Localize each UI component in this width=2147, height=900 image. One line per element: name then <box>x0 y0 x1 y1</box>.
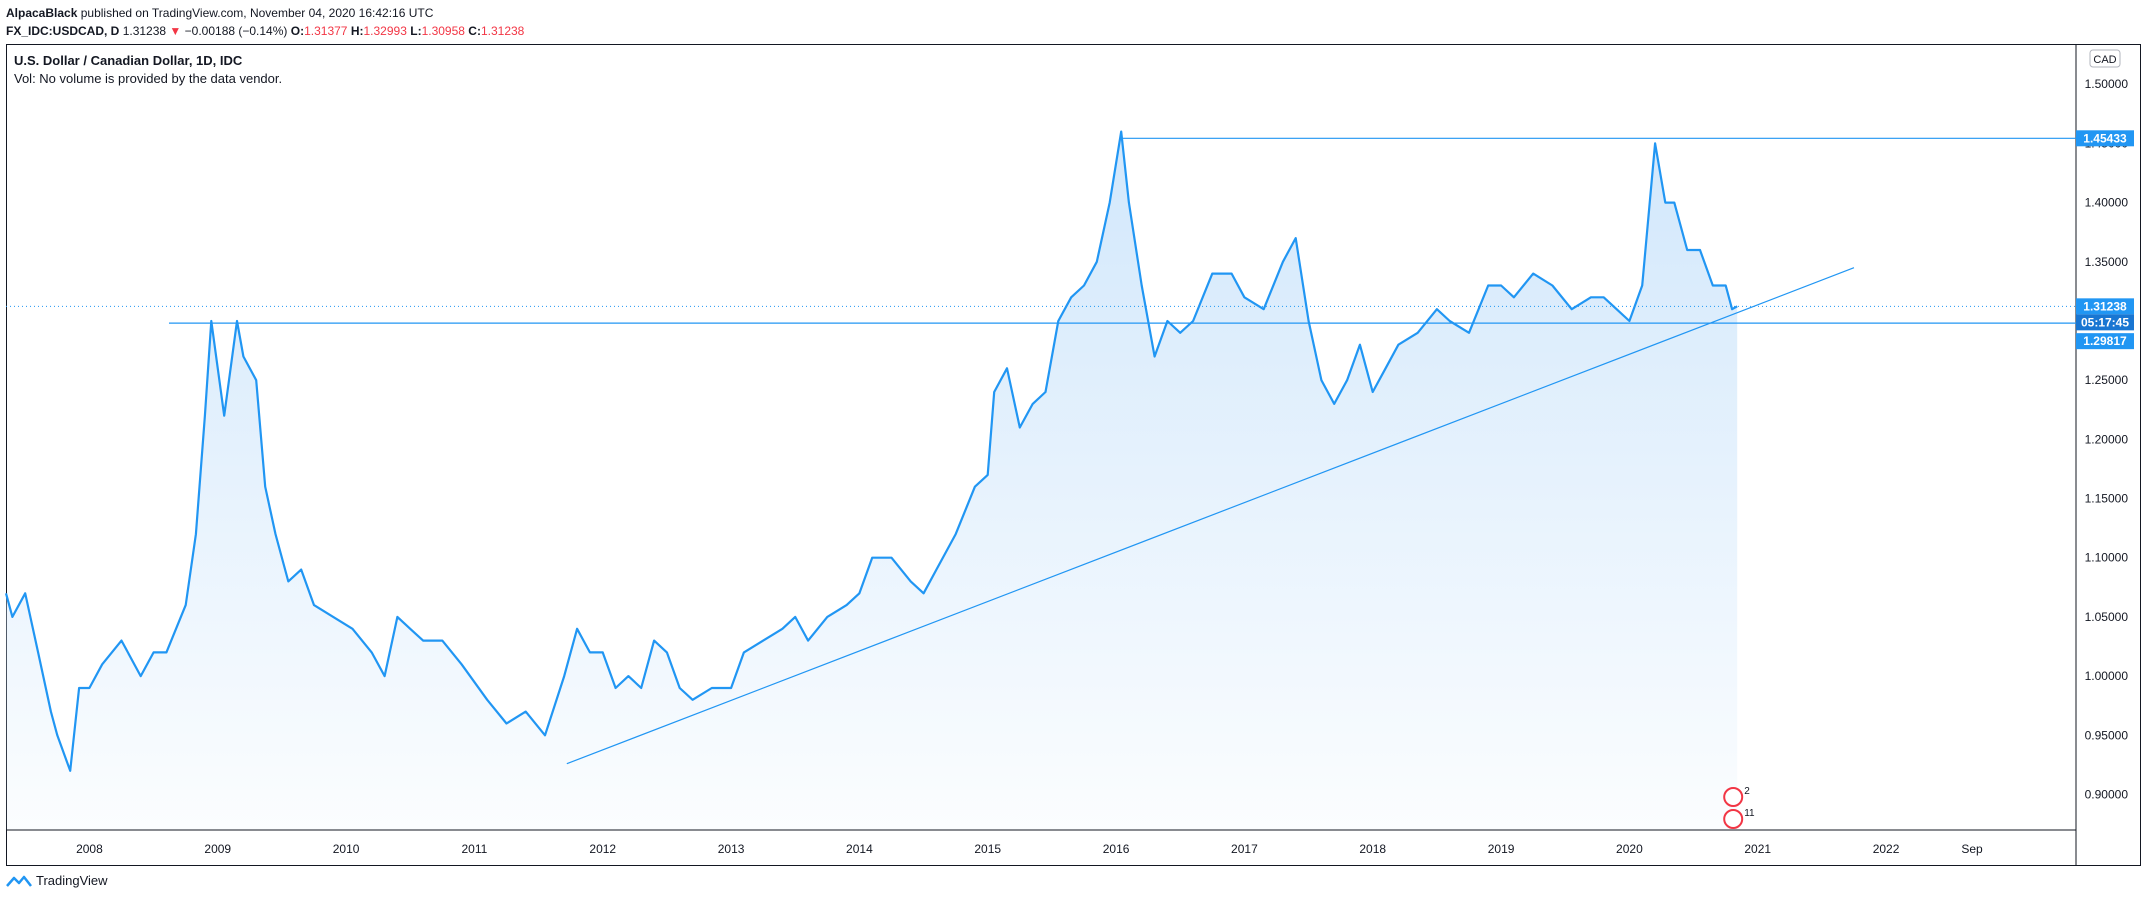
support-price-label-box[interactable] <box>2076 333 2134 350</box>
economic-event-icon[interactable] <box>1723 809 1744 829</box>
high-value: 1.32993 <box>363 24 407 38</box>
publish-header: AlpacaBlack published on TradingView.com… <box>6 4 433 22</box>
x-tick-label: 2020 <box>1616 842 1643 856</box>
x-tick-label: Sep <box>1961 842 1983 856</box>
x-tick-label: 2012 <box>589 842 616 856</box>
low-value: 1.30958 <box>421 24 465 38</box>
x-tick-label: 2010 <box>333 842 360 856</box>
y-tick-label: 1.15000 <box>2085 492 2129 506</box>
tradingview-logo-icon <box>6 875 32 887</box>
author-name[interactable]: AlpacaBlack <box>6 6 78 20</box>
resistance-price-label-box[interactable] <box>2076 130 2134 147</box>
resistance-price-label: 1.45433 <box>2083 131 2127 145</box>
x-tick-label: 2013 <box>718 842 745 856</box>
low-label: L: <box>410 24 422 38</box>
economic-event-icon-count: 11 <box>1744 808 1755 819</box>
last-price-label: 1.31238 <box>2083 299 2127 313</box>
price-line[interactable] <box>4 130 1738 772</box>
x-tick-label: 2021 <box>1744 842 1771 856</box>
chart-legend: U.S. Dollar / Canadian Dollar, 1D, IDC V… <box>14 52 282 88</box>
x-tick-label: 2014 <box>846 842 873 856</box>
trend-line[interactable] <box>566 267 1855 765</box>
y-tick-label: 1.00000 <box>2085 669 2129 683</box>
chart-frame <box>6 44 2141 866</box>
y-tick-label: 1.35000 <box>2085 255 2129 269</box>
price-area-fill <box>6 131 1738 831</box>
y-tick-label: 0.95000 <box>2085 728 2129 742</box>
y-tick-label: 1.10000 <box>2085 551 2129 565</box>
y-tick-label: 0.90000 <box>2085 787 2129 801</box>
x-tick-label: 2011 <box>462 842 488 856</box>
support-price-label: 1.29817 <box>2083 334 2127 348</box>
chart-title: U.S. Dollar / Canadian Dollar, 1D, IDC <box>14 53 243 68</box>
currency-label: CAD <box>2093 54 2116 66</box>
volume-note: Vol: No volume is provided by the data v… <box>14 71 283 86</box>
down-arrow-icon: ▼ <box>169 24 182 38</box>
bar-countdown: 05:17:45 <box>2081 315 2129 329</box>
price-change: −0.00188 (−0.14%) <box>184 24 288 38</box>
x-tick-label: 2009 <box>204 842 231 856</box>
y-tick-label: 1.40000 <box>2085 196 2129 210</box>
y-tick-label: 1.05000 <box>2085 610 2129 624</box>
x-tick-label: 2018 <box>1359 842 1386 856</box>
x-tick-label: 2008 <box>76 842 103 856</box>
close-value: 1.31238 <box>480 24 525 38</box>
open-value: 1.31377 <box>304 24 348 38</box>
open-label: O: <box>290 24 305 38</box>
x-tick-label: 2015 <box>974 842 1001 856</box>
earnings-event-icon[interactable] <box>1723 787 1744 807</box>
tradingview-footer[interactable]: TradingView <box>6 872 108 890</box>
x-tick-label: 2019 <box>1488 842 1515 856</box>
x-tick-label: 2017 <box>1231 842 1258 856</box>
ohlc-bar: FX_IDC:USDCAD, D 1.31238 ▼ −0.00188 (−0.… <box>6 22 524 40</box>
currency-box[interactable] <box>2089 49 2121 68</box>
y-tick-label: 1.20000 <box>2085 432 2129 446</box>
earnings-event-icon-count: 2 <box>1744 786 1750 797</box>
symbol-label: FX_IDC:USDCAD, D <box>6 24 120 38</box>
tradingview-brand: TradingView <box>36 873 108 888</box>
publish-info: published on TradingView.com, November 0… <box>80 6 434 20</box>
y-tick-label: 1.50000 <box>2085 77 2129 91</box>
x-tick-label: 2022 <box>1873 842 1900 856</box>
countdown-box <box>2076 314 2134 331</box>
y-tick-label: 1.25000 <box>2085 373 2129 387</box>
close-label: C: <box>468 24 481 38</box>
high-label: H: <box>350 24 364 38</box>
last-price-label-box[interactable] <box>2076 298 2134 315</box>
x-tick-label: 2016 <box>1103 842 1130 856</box>
last-price: 1.31238 <box>122 24 167 38</box>
